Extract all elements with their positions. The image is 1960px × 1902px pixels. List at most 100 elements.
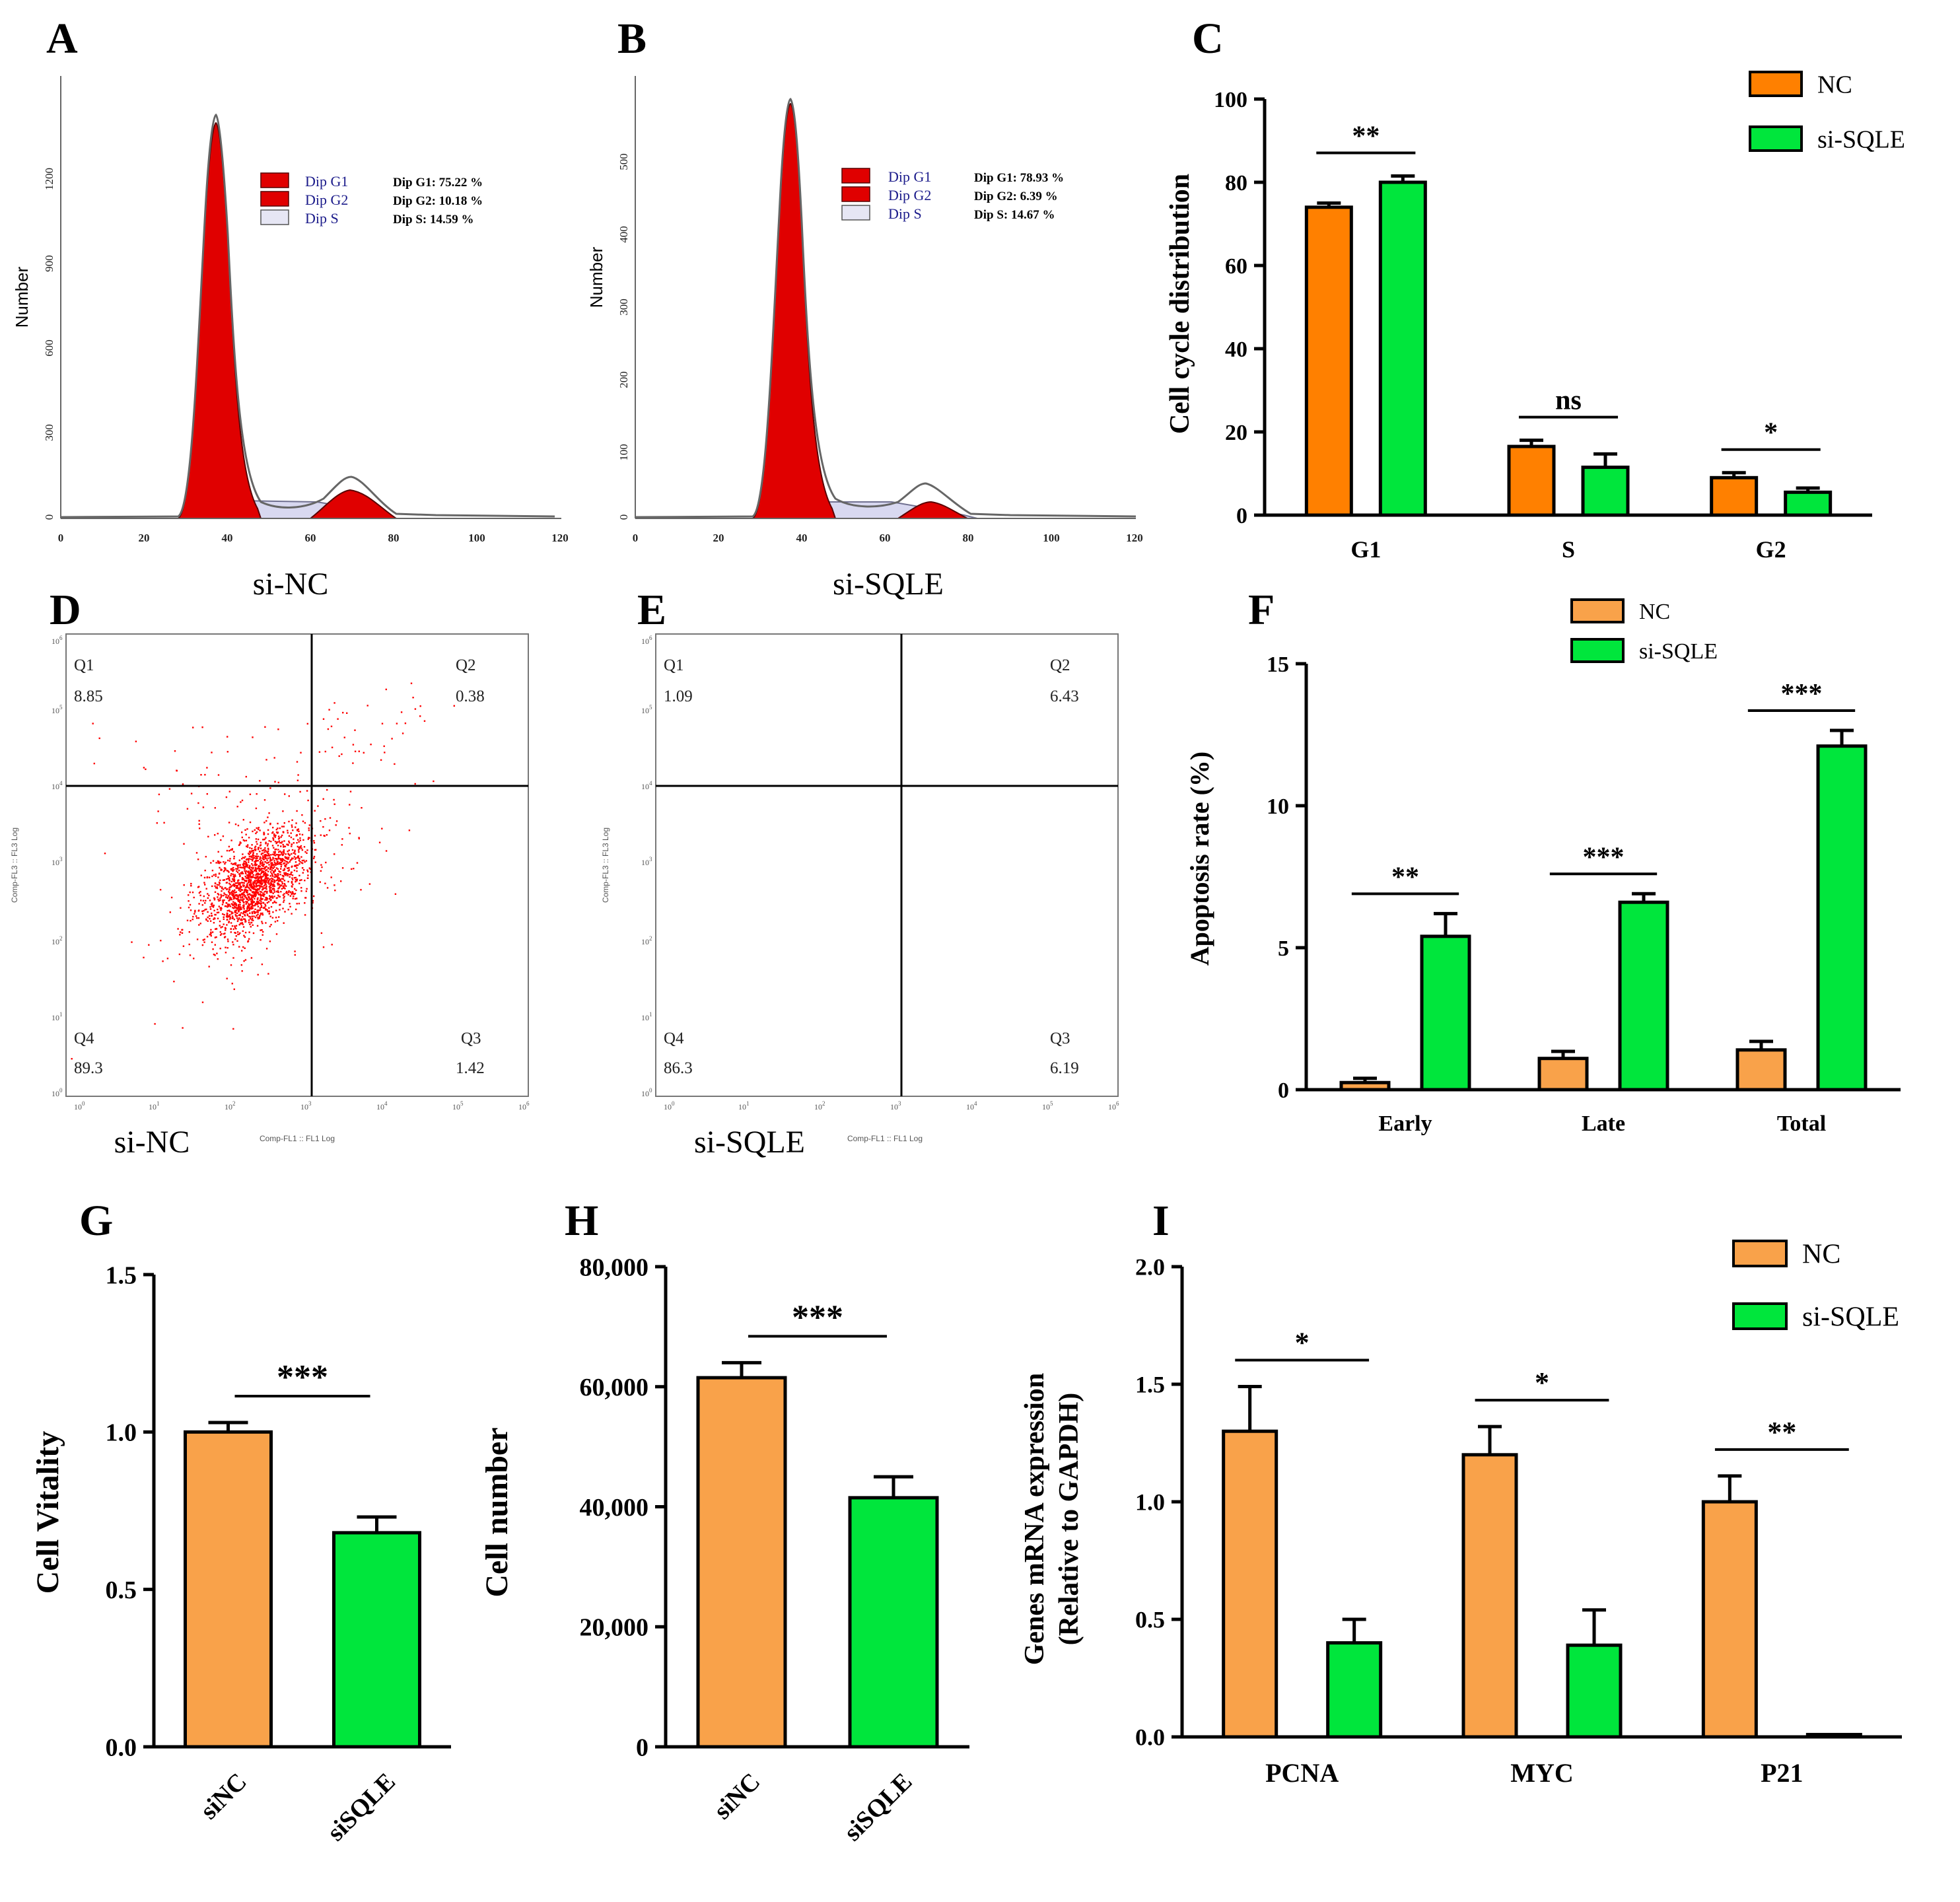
flow-dot (277, 858, 279, 860)
flow-dot (263, 891, 265, 893)
y-tick-label: 0 (617, 514, 630, 520)
flow-dot (243, 901, 245, 903)
flow-dot (341, 867, 344, 869)
flow-dot (280, 861, 283, 864)
flow-dot (222, 900, 224, 903)
flow-dot (299, 879, 301, 882)
category-label: MYC (1510, 1758, 1574, 1788)
flow-dot (291, 886, 293, 888)
flow-dot (180, 907, 182, 909)
flow-dot (246, 914, 249, 917)
flow-dot (244, 868, 246, 870)
flow-dot (239, 907, 241, 910)
flow-dot (260, 894, 262, 897)
flow-dot (271, 879, 273, 882)
y-tick-label: 900 (43, 255, 55, 272)
flow-dot (287, 853, 290, 855)
flow-dot (281, 851, 283, 853)
flow-dot (328, 829, 331, 831)
flow-dot (207, 920, 209, 922)
flow-dot (280, 845, 282, 847)
flow-dot (258, 866, 260, 868)
flow-dot (214, 882, 217, 884)
flow-dot (287, 858, 289, 860)
flow-dot (283, 822, 285, 824)
flow-dot (298, 851, 300, 853)
bar (1507, 444, 1556, 517)
flow-dot (260, 853, 263, 855)
legend-swatch (1732, 1240, 1788, 1267)
flow-dot (211, 885, 213, 888)
flow-dot (277, 828, 279, 829)
flow-dot (338, 755, 340, 757)
flow-dot (323, 835, 325, 837)
flow-dot (236, 940, 238, 942)
flow-y-label: Comp-FL3 :: FL3 Log (601, 828, 610, 903)
flow-dot (274, 781, 276, 783)
flow-dot (267, 857, 269, 859)
flow-dot (216, 887, 219, 890)
flow-dot (272, 857, 274, 859)
flow-dot (214, 834, 216, 836)
flow-dot (281, 882, 283, 885)
flow-dot (267, 829, 269, 831)
flow-dot (259, 887, 261, 889)
y-tick-label: 100 (1214, 88, 1247, 112)
flow-dot (272, 892, 274, 894)
flow-dot (226, 914, 228, 916)
flow-dot (319, 881, 321, 883)
flow-dot (256, 909, 258, 911)
flow-dot (229, 905, 232, 907)
flow-dot (238, 843, 241, 845)
flow-dot (283, 880, 286, 882)
flow-dot (259, 873, 261, 876)
flow-dot (254, 894, 256, 896)
y-axis-title: Apoptosis rate (%) (1185, 752, 1214, 966)
flow-dot (230, 928, 232, 931)
flow-dot (234, 882, 237, 884)
flow-dot (204, 909, 206, 911)
flow-dot (260, 841, 262, 844)
flow-dot (192, 918, 193, 921)
significance-label: ** (1352, 122, 1380, 152)
flow-dot (209, 906, 211, 908)
flow-dot (236, 870, 238, 872)
flow-dot (254, 891, 256, 894)
flow-dot (278, 840, 281, 842)
histogram-si-sqle: 0 100 200 300 400 500 Number 0 20 40 60 … (586, 76, 1143, 602)
flow-dot (256, 860, 258, 863)
flow-dot (258, 894, 260, 896)
flow-dot (242, 872, 244, 874)
flow-dot (71, 1058, 73, 1060)
flow-dot (247, 876, 250, 878)
flow-dot (249, 821, 252, 824)
flow-dot (257, 868, 259, 870)
flow-dot (260, 859, 262, 862)
flow-dot (251, 875, 254, 878)
flow-dot (213, 909, 215, 911)
flow-dot (239, 866, 241, 868)
flow-dot (221, 888, 223, 890)
flow-dot (221, 855, 223, 858)
flow-dot (276, 858, 278, 860)
flow-dot (190, 885, 192, 887)
flow-dot (238, 887, 240, 889)
flow-dot (217, 862, 219, 864)
flow-dot (258, 869, 260, 872)
flow-dot (254, 829, 256, 831)
flow-dot (300, 856, 302, 858)
category-label: S (1562, 536, 1575, 563)
flow-dot (254, 888, 256, 890)
flow-dot (247, 858, 249, 860)
flow-dot (303, 846, 306, 848)
flow-dot (318, 751, 321, 753)
flow-dot (252, 852, 254, 854)
flow-dot (277, 781, 279, 784)
histogram-y-label: Number (12, 266, 32, 328)
flow-dot (281, 888, 283, 890)
flow-dot (260, 906, 263, 908)
flow-plot-si-nc: Q1 8.85 Q2 0.38 Q4 89.3 Q3 1.42 100 101 … (10, 633, 530, 1160)
flow-dot (243, 911, 245, 913)
flow-dot (238, 946, 240, 948)
flow-dot (248, 896, 250, 898)
